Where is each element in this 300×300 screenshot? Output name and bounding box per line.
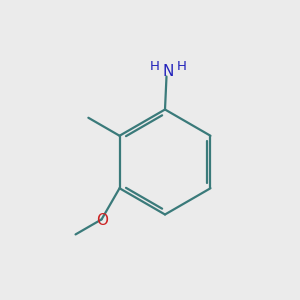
Text: N: N: [162, 64, 174, 80]
Text: O: O: [96, 213, 108, 228]
Text: H: H: [177, 60, 186, 73]
Text: H: H: [150, 60, 159, 73]
